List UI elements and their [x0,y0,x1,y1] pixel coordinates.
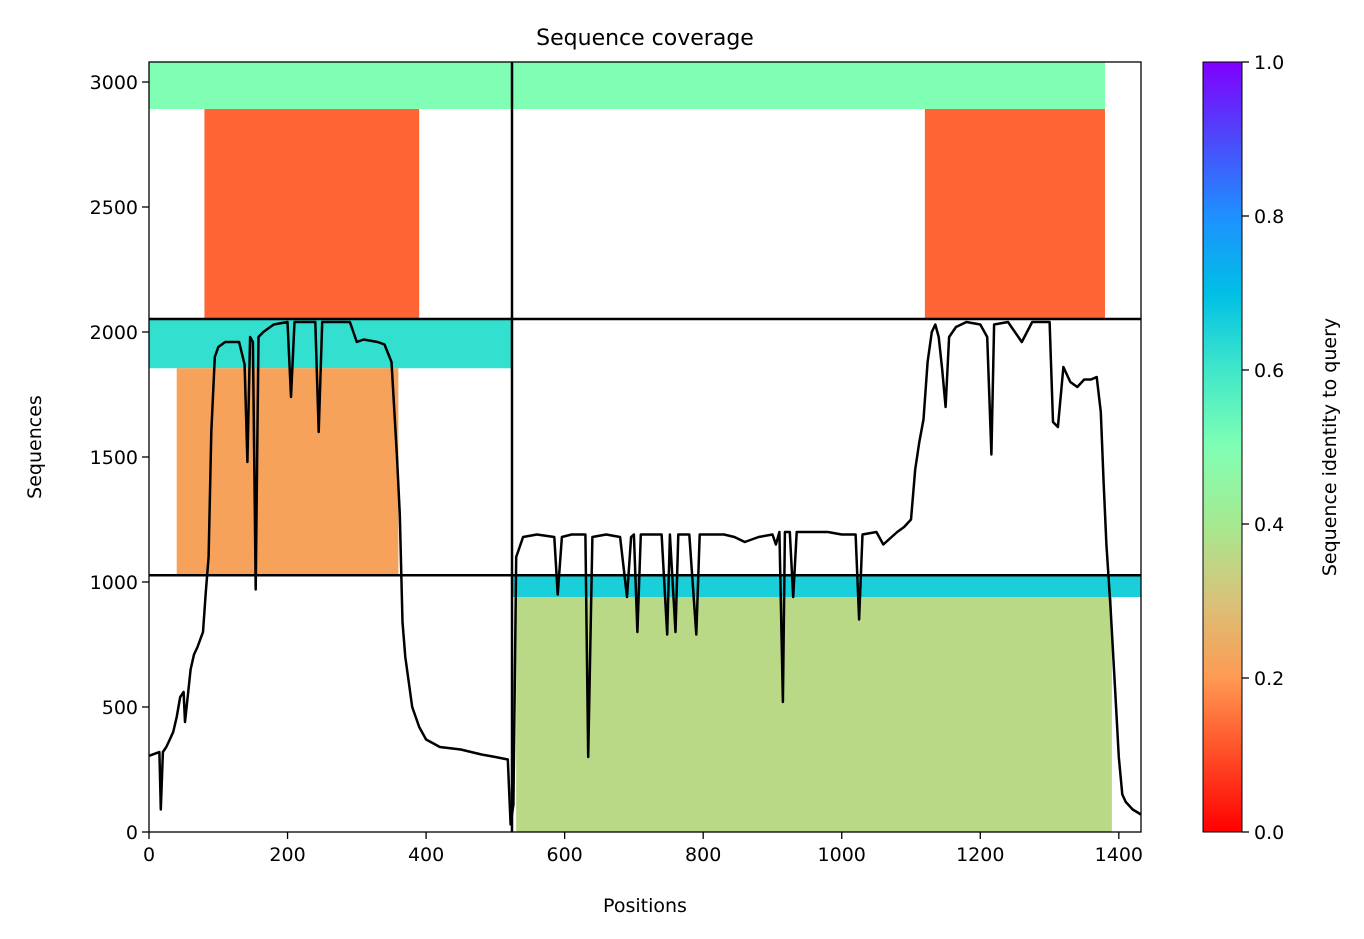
y-axis: 0 500 1000 1500 2000 2500 3000 [90,72,149,844]
y-tick-label: 2500 [90,197,138,219]
chart-title: Sequence coverage [536,26,754,51]
y-tick-label: 1000 [90,572,138,594]
x-tick-label: 0 [143,844,155,866]
coverage-line [149,320,1141,826]
coverage-block-6 [511,575,1141,597]
x-axis-label: Positions [603,895,687,917]
colorbar-label: Sequence identity to query [1319,318,1341,576]
colorbar-tick-label: 0.0 [1254,822,1284,844]
x-tick-label: 1400 [1095,844,1143,866]
x-tick-label: 600 [547,844,583,866]
colorbar-tick-label: 0.2 [1254,668,1284,690]
coverage-block-7 [516,597,1112,832]
plot-frame [148,61,1142,833]
coverage-block-4 [149,319,512,369]
y-tick-label: 0 [126,822,138,844]
y-axis-label: Sequences [24,395,46,499]
x-tick-label: 800 [685,844,721,866]
colorbar [1202,61,1243,833]
colorbar-tick-label: 0.4 [1254,514,1284,536]
coverage-block-1 [204,109,420,319]
y-tick-label: 3000 [90,72,138,94]
x-axis: 0 200 400 600 800 1000 1200 1400 [143,832,1143,866]
colorbar-tick-label: 0.8 [1254,206,1284,228]
colorbar-axis: 0.0 0.2 0.4 0.6 0.8 1.0 [1242,52,1284,844]
coverage-block-2 [511,62,1105,109]
colorbar-tick-label: 1.0 [1254,52,1284,74]
x-tick-label: 1000 [818,844,866,866]
colorbar-tick-label: 0.6 [1254,360,1284,382]
x-tick-label: 200 [269,844,305,866]
y-tick-label: 1500 [90,447,138,469]
coverage-heatmap [149,62,1141,832]
coverage-block-3 [924,109,1105,319]
x-tick-label: 1200 [956,844,1004,866]
coverage-line-group [149,320,1141,826]
x-tick-label: 400 [408,844,444,866]
coverage-block-0 [149,62,512,109]
y-tick-label: 500 [102,697,138,719]
y-tick-label: 2000 [90,322,138,344]
segment-boundaries [149,62,1141,832]
